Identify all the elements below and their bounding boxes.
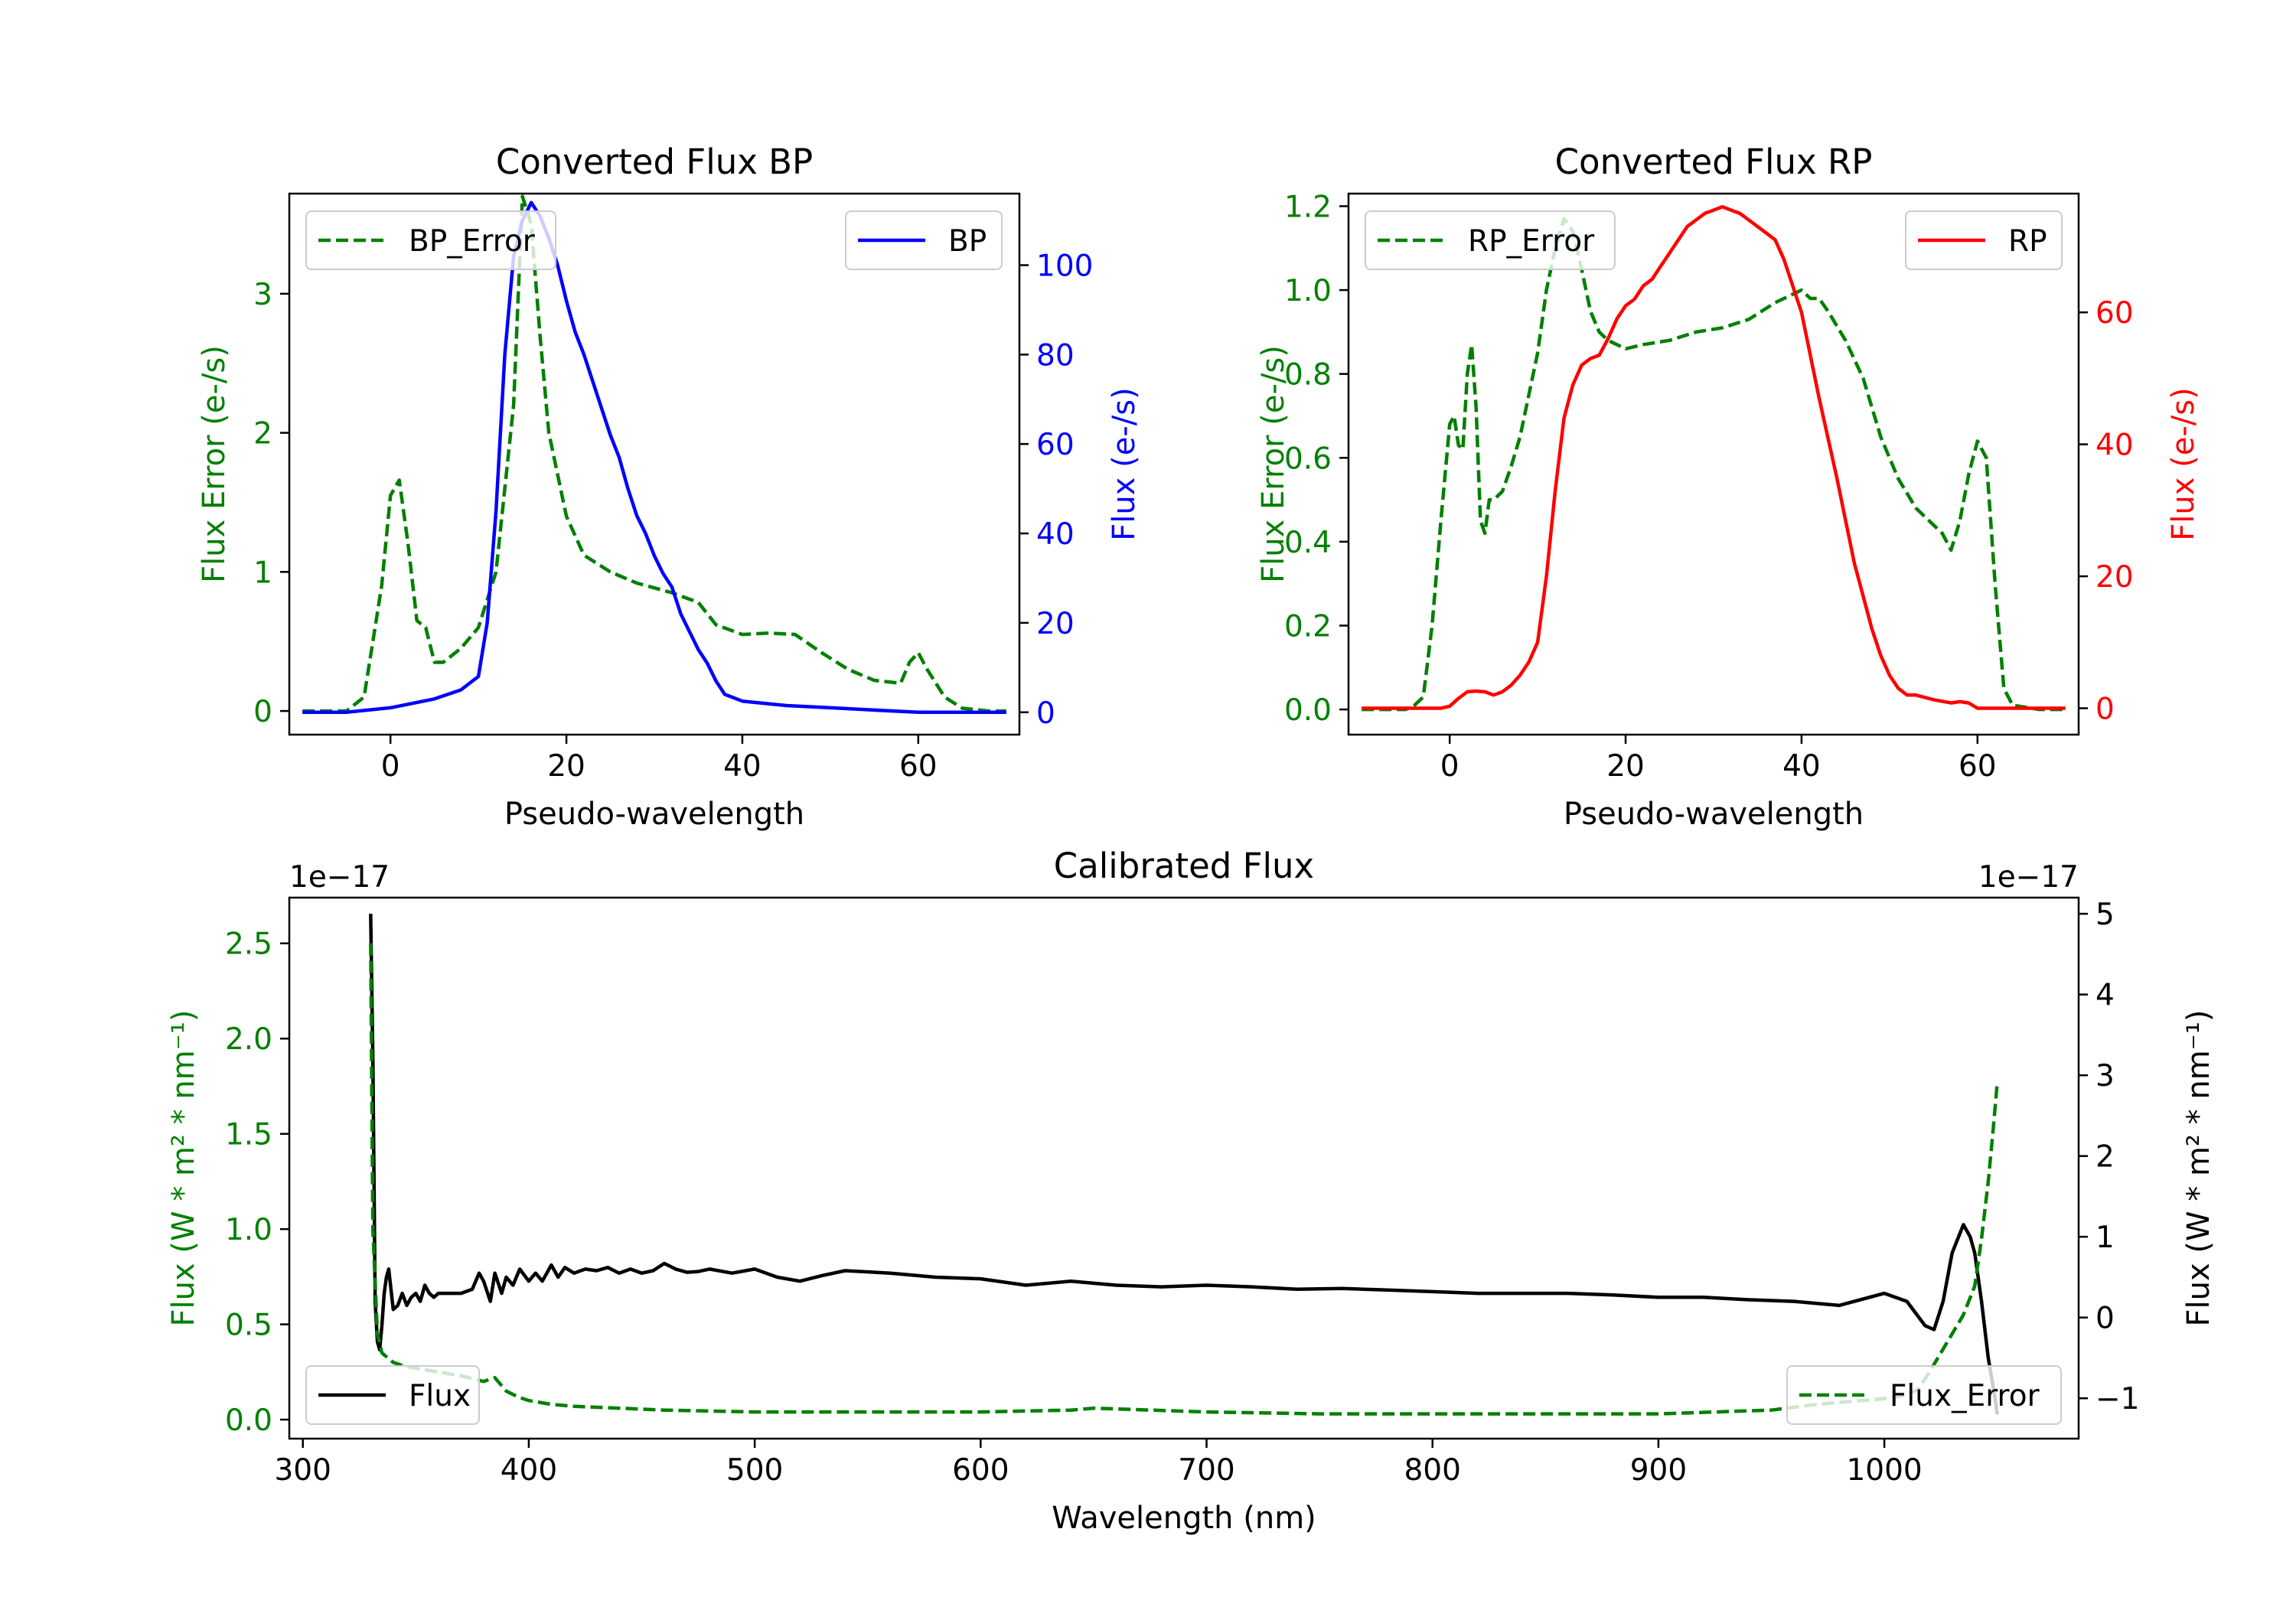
x-tick-label: 40 <box>723 749 762 784</box>
y-left-tick-label: 2.5 <box>225 927 272 962</box>
legend-right: Flux_Error <box>1786 1365 2062 1425</box>
legend-label: BP_Error <box>409 224 536 259</box>
y-right-tick-label: 80 <box>1036 338 1075 373</box>
chart-panel-3: Calibrated Flux 300 400 500 600 700 800 900 1000… <box>166 846 2216 1536</box>
y-right-axis-label: Flux (W * m² * nm⁻¹) <box>2181 1010 2216 1327</box>
legend-label: Flux_Error <box>1890 1379 2040 1413</box>
x-tick-label: 600 <box>952 1453 1009 1488</box>
y-left-axis-label: Flux Error (e-/s) <box>1256 345 1291 583</box>
series-group <box>302 194 1006 715</box>
x-tick-label: 400 <box>501 1453 557 1488</box>
y-right-offset-text: 1e−17 <box>1978 860 2079 895</box>
y-left-tick-label: 1.0 <box>1284 274 1332 308</box>
y-left-tick-label: 0.0 <box>1284 693 1332 728</box>
x-tick-label: 0 <box>1440 749 1459 784</box>
y-left-tick-label: 2.0 <box>225 1022 272 1057</box>
series-line-rp-error <box>1362 217 2066 712</box>
x-tick-label: 20 <box>1606 749 1645 784</box>
axes-frame <box>1347 192 2080 736</box>
chart-panel-2: Converted Flux RP 0 20 40 60 Pseudo-wavelengt… <box>1256 142 2201 832</box>
y-right-tick-label: 20 <box>2095 560 2134 595</box>
x-axis-label: Pseudo-wavelength <box>1564 797 1864 832</box>
y-left-tick-label: 1.0 <box>225 1213 272 1247</box>
x-axis-label: Pseudo-wavelength <box>504 797 804 832</box>
axes-frame <box>288 896 2080 1440</box>
y-left-tick-label: 1.2 <box>1284 190 1332 224</box>
y-right-tick-label: 40 <box>1036 517 1075 552</box>
y-right-tick-label: 0 <box>2095 1302 2115 1336</box>
y-right-tick-label: 4 <box>2095 979 2115 1013</box>
x-axis-label: Wavelength (nm) <box>1052 1501 1316 1536</box>
series-line-bp <box>302 200 1006 715</box>
y-left-axis-label: Flux Error (e-/s) <box>197 345 232 583</box>
x-tick-label: 20 <box>547 749 585 784</box>
legend-right: RP <box>1905 210 2063 270</box>
x-tick-label: 300 <box>274 1453 331 1488</box>
series-line-flux <box>369 914 1999 1415</box>
legend-left: RP_Error <box>1365 210 1616 270</box>
chart-panel-1: Converted Flux BP0 20 40 60Pseudo-wavelengt… <box>197 142 1142 832</box>
series-line-rp <box>1362 204 2066 710</box>
y-left-axis-label: Flux (W * m² * nm⁻¹) <box>166 1010 201 1327</box>
y-left-tick-label: 0.2 <box>1284 610 1332 644</box>
y-right-tick-label: 3 <box>2095 1059 2115 1094</box>
series-group <box>369 914 1999 1416</box>
series-line-flux-error <box>369 943 1999 1416</box>
legend-right: BP <box>845 210 1003 270</box>
legend-label: RP_Error <box>1468 224 1595 259</box>
y-right-tick-label: 40 <box>2095 429 2134 463</box>
y-right-tick-label: 1 <box>2095 1221 2115 1255</box>
x-tick-label: 40 <box>1782 749 1821 784</box>
legend-left: Flux <box>305 1365 480 1425</box>
x-tick-label: 700 <box>1178 1453 1234 1488</box>
legend-label: RP <box>2008 224 2047 259</box>
legend-box <box>1786 1365 2062 1425</box>
y-left-offset-text: 1e−17 <box>289 860 390 895</box>
y-left-tick-label: 2 <box>253 417 272 451</box>
chart-title: Converted Flux RP <box>1555 142 1873 182</box>
y-right-tick-label: 0 <box>2095 693 2115 727</box>
y-right-axis-label: Flux (e-/s) <box>1107 387 1142 540</box>
series-line-bp-error <box>302 194 1006 713</box>
chart-title: Converted Flux BP <box>496 142 813 182</box>
y-left-tick-label: 3 <box>253 278 272 312</box>
y-left-tick-label: 0.6 <box>1284 442 1332 476</box>
axes-frame <box>288 192 1021 736</box>
y-left-tick-label: 0.5 <box>225 1309 272 1343</box>
y-right-tick-label: 0 <box>1036 696 1055 731</box>
x-tick-label: 60 <box>899 749 938 784</box>
x-tick-label: 60 <box>1958 749 1997 784</box>
chart-title: Calibrated Flux <box>1054 846 1314 886</box>
legend-box <box>1365 210 1616 270</box>
y-left-tick-label: 1 <box>253 556 272 590</box>
y-left-tick-label: 0.8 <box>1284 358 1332 393</box>
y-right-tick-label: 2 <box>2095 1140 2115 1175</box>
y-left-tick-label: 0 <box>253 695 272 729</box>
legend-box <box>305 1365 480 1425</box>
series-group <box>1362 204 2066 712</box>
y-right-tick-label: 60 <box>2095 296 2134 331</box>
x-tick-label: 800 <box>1404 1453 1460 1488</box>
x-tick-label: 0 <box>381 749 400 784</box>
y-left-tick-label: 0.4 <box>1284 526 1332 560</box>
y-right-tick-label: −1 <box>2095 1382 2140 1416</box>
x-tick-label: 500 <box>726 1453 783 1488</box>
x-tick-label: 1000 <box>1846 1453 1922 1488</box>
legend-box <box>305 210 556 270</box>
y-right-tick-label: 5 <box>2095 898 2115 932</box>
y-left-tick-label: 1.5 <box>225 1118 272 1152</box>
y-left-tick-label: 0.0 <box>225 1403 272 1438</box>
y-right-tick-label: 60 <box>1036 428 1075 462</box>
y-right-axis-label: Flux (e-/s) <box>2166 387 2201 540</box>
legend-left: BP_Error <box>305 210 556 270</box>
y-right-tick-label: 20 <box>1036 607 1075 641</box>
y-right-tick-label: 100 <box>1036 249 1093 283</box>
x-tick-label: 900 <box>1630 1453 1687 1488</box>
legend-label: Flux <box>409 1379 471 1413</box>
legend-label: BP <box>948 224 987 259</box>
